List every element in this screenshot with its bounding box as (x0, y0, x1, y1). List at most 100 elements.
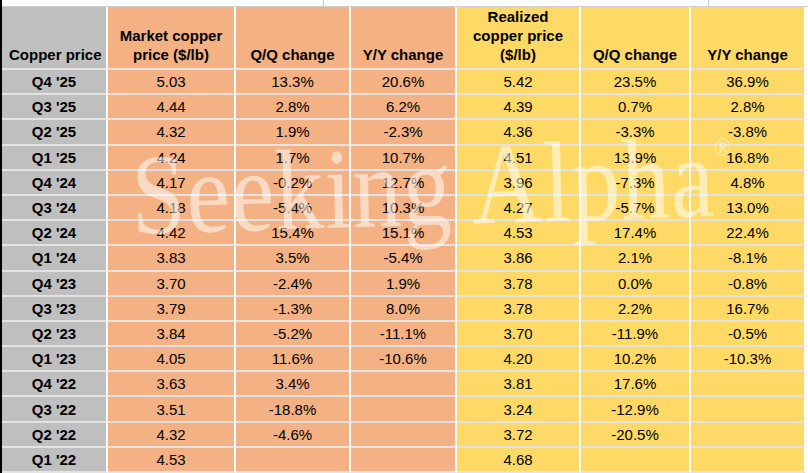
market-price-cell: 4.18 (108, 196, 236, 221)
realized-price-cell: 4.68 (457, 448, 581, 473)
market-yy-cell: 20.6% (351, 70, 457, 95)
market-yy-cell: 1.9% (351, 272, 457, 297)
realized-price-cell: 4.53 (457, 221, 581, 246)
realized-price-cell: 3.78 (457, 297, 581, 322)
realized-yy-cell: 16.8% (691, 146, 806, 171)
market-price-cell: 3.79 (108, 297, 236, 322)
realized-yy-cell: 36.9% (691, 70, 806, 95)
market-yy-cell: 10.3% (351, 196, 457, 221)
quarter-label-cell: Q2 '24 (2, 221, 108, 246)
market-price-cell: 4.53 (108, 448, 236, 473)
realized-yy-cell (691, 372, 806, 397)
quarter-label-cell: Q4 '22 (2, 372, 108, 397)
realized-price-cell: 4.39 (457, 95, 581, 120)
market-yy-cell: 12.7% (351, 171, 457, 196)
realized-price-cell: 3.78 (457, 272, 581, 297)
quarter-label-cell: Q2 '25 (2, 120, 108, 145)
realized-price-cell: 3.70 (457, 322, 581, 347)
realized-qq-cell: 2.2% (581, 297, 691, 322)
market-price-cell: 3.63 (108, 372, 236, 397)
quarter-label-cell: Q1 '23 (2, 347, 108, 372)
market-price-header: Market copper price ($/lb) (108, 7, 236, 70)
market-yy-cell: 10.7% (351, 146, 457, 171)
quarter-label-cell: Q3 '23 (2, 297, 108, 322)
market-price-cell: 4.17 (108, 171, 236, 196)
realized-yy-cell: -0.5% (691, 322, 806, 347)
realized-yy-cell: 4.8% (691, 171, 806, 196)
realized-qq-cell: -11.9% (581, 322, 691, 347)
realized-qq-cell: 13.9% (581, 146, 691, 171)
quarter-label-cell: Q2 '22 (2, 423, 108, 448)
realized-qq-cell: -3.3% (581, 120, 691, 145)
realized-qq-cell: 23.5% (581, 70, 691, 95)
realized-qq-header: Q/Q change (581, 7, 691, 70)
market-qq-cell: -0.2% (236, 171, 351, 196)
realized-price-cell: 3.81 (457, 372, 581, 397)
cropped-row-above (2, 0, 808, 7)
market-qq-cell: -5.2% (236, 322, 351, 347)
market-qq-header: Q/Q change (236, 7, 351, 70)
realized-price-cell: 4.27 (457, 196, 581, 221)
realized-qq-cell: -20.5% (581, 423, 691, 448)
realized-yy-cell: 13.0% (691, 196, 806, 221)
market-price-cell: 4.32 (108, 120, 236, 145)
realized-qq-cell: 17.6% (581, 372, 691, 397)
quarter-label-cell: Q1 '25 (2, 146, 108, 171)
realized-yy-cell (691, 423, 806, 448)
quarter-label-cell: Q1 '22 (2, 448, 108, 473)
realized-yy-cell: -10.3% (691, 347, 806, 372)
market-yy-cell (351, 423, 457, 448)
market-qq-cell: 3.5% (236, 246, 351, 271)
market-yy-cell: 6.2% (351, 95, 457, 120)
realized-yy-header: Y/Y change (691, 7, 806, 70)
realized-price-cell: 4.36 (457, 120, 581, 145)
market-price-cell: 4.05 (108, 347, 236, 372)
realized-price-cell: 3.86 (457, 246, 581, 271)
market-price-cell: 5.03 (108, 70, 236, 95)
realized-yy-cell: 16.7% (691, 297, 806, 322)
realized-qq-cell (581, 448, 691, 473)
realized-qq-cell: 0.7% (581, 95, 691, 120)
market-yy-cell: -5.4% (351, 246, 457, 271)
realized-price-cell: 4.20 (457, 347, 581, 372)
market-qq-cell: -5.4% (236, 196, 351, 221)
market-yy-cell: 8.0% (351, 297, 457, 322)
realized-yy-cell (691, 448, 806, 473)
realized-qq-cell: 17.4% (581, 221, 691, 246)
table-left-border (0, 0, 2, 473)
realized-qq-cell: 10.2% (581, 347, 691, 372)
market-yy-cell (351, 372, 457, 397)
market-yy-cell (351, 448, 457, 473)
market-yy-cell (351, 397, 457, 422)
spreadsheet-screenshot: Copper price Market copper price ($/lb)Q… (0, 0, 808, 473)
realized-yy-cell: 22.4% (691, 221, 806, 246)
market-qq-cell: 2.8% (236, 95, 351, 120)
realized-price-cell: 5.42 (457, 70, 581, 95)
market-qq-cell: -4.6% (236, 423, 351, 448)
market-qq-cell (236, 448, 351, 473)
market-price-cell: 4.42 (108, 221, 236, 246)
realized-yy-cell: -0.8% (691, 272, 806, 297)
realized-yy-cell: -3.8% (691, 120, 806, 145)
market-price-cell: 3.51 (108, 397, 236, 422)
market-price-cell: 3.84 (108, 322, 236, 347)
market-yy-cell: -11.1% (351, 322, 457, 347)
quarter-label-cell: Q2 '23 (2, 322, 108, 347)
market-yy-cell: 15.1% (351, 221, 457, 246)
gridline-tick (708, 0, 709, 6)
market-price-cell: 4.44 (108, 95, 236, 120)
copper-price-table: Copper price Market copper price ($/lb)Q… (2, 7, 806, 473)
market-qq-cell: 3.4% (236, 372, 351, 397)
realized-price-cell: 3.24 (457, 397, 581, 422)
quarter-label-cell: Q3 '25 (2, 95, 108, 120)
market-qq-cell: -2.4% (236, 272, 351, 297)
quarter-label-cell: Q1 '24 (2, 246, 108, 271)
market-qq-cell: 1.9% (236, 120, 351, 145)
realized-price-cell: 4.51 (457, 146, 581, 171)
quarter-label-cell: Q4 '24 (2, 171, 108, 196)
realized-qq-cell: 0.0% (581, 272, 691, 297)
market-qq-cell: 13.3% (236, 70, 351, 95)
market-qq-cell: 1.7% (236, 146, 351, 171)
realized-qq-cell: -5.7% (581, 196, 691, 221)
quarter-label-cell: Q4 '23 (2, 272, 108, 297)
